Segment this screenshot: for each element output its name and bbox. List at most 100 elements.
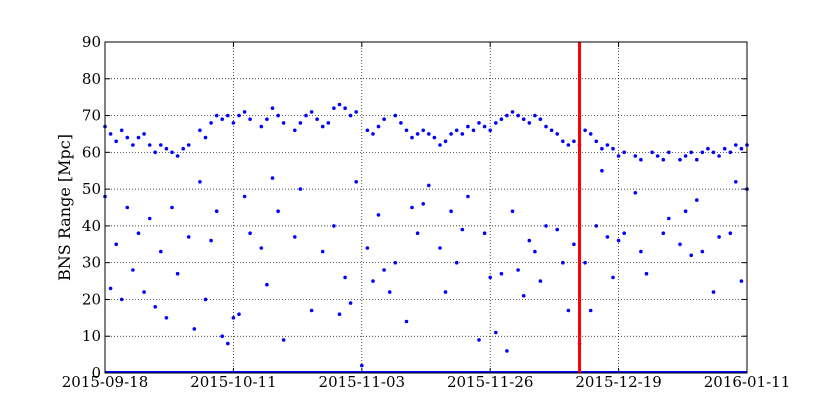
- data-point: [114, 139, 118, 144]
- data-point: [527, 238, 532, 243]
- data-point: [538, 117, 543, 121]
- data-point: [460, 227, 465, 232]
- data-point: [695, 198, 699, 202]
- data-point: [488, 275, 493, 280]
- y-tick-label: 90: [82, 33, 101, 51]
- data-point: [728, 231, 733, 235]
- data-point: [393, 260, 398, 265]
- data-point: [561, 139, 565, 144]
- data-point: [186, 143, 191, 147]
- data-point: [131, 268, 135, 272]
- data-point: [114, 242, 118, 247]
- data-point: [164, 316, 169, 320]
- data-point: [717, 235, 721, 239]
- data-point: [203, 135, 208, 140]
- data-point: [371, 132, 375, 136]
- data-point: [443, 290, 448, 294]
- grid: [104, 41, 748, 374]
- data-point: [326, 121, 331, 125]
- data-point: [600, 146, 604, 151]
- data-point: [583, 260, 587, 265]
- data-point: [622, 150, 626, 155]
- data-point: [108, 132, 113, 136]
- data-point: [594, 224, 599, 228]
- data-point: [175, 271, 180, 276]
- data-point: [466, 194, 470, 199]
- data-point: [376, 124, 381, 129]
- data-point: [360, 363, 364, 368]
- y-tick-label: 30: [82, 254, 101, 272]
- data-point: [265, 282, 269, 287]
- data-point: [248, 231, 252, 235]
- data-point: [678, 157, 682, 162]
- data-point: [259, 246, 264, 250]
- x-tick-label: 2015-09-18: [62, 373, 148, 391]
- data-point: [695, 157, 699, 162]
- data-point: [588, 132, 593, 136]
- data-point: [544, 124, 548, 129]
- data-point: [499, 117, 504, 121]
- data-point: [209, 121, 213, 125]
- data-point: [421, 202, 426, 206]
- y-tick-label: 50: [82, 180, 101, 198]
- data-point: [203, 297, 208, 302]
- data-point: [125, 135, 130, 140]
- data-point: [739, 146, 744, 151]
- data-point: [365, 246, 370, 250]
- data-point: [689, 253, 693, 258]
- data-point: [516, 113, 520, 118]
- data-point: [454, 128, 459, 133]
- data-point: [276, 209, 280, 213]
- data-point: [438, 143, 442, 147]
- data-point: [544, 224, 548, 228]
- data-point: [387, 290, 392, 294]
- data-point: [332, 224, 336, 228]
- y-tick-label: 0: [91, 364, 101, 382]
- data-point: [460, 132, 465, 136]
- data-point: [655, 154, 660, 158]
- data-point: [734, 143, 738, 147]
- data-point: [527, 121, 532, 125]
- data-point: [549, 128, 554, 133]
- data-point: [477, 338, 481, 342]
- data-point: [281, 121, 286, 125]
- data-point: [214, 113, 219, 118]
- data-point: [561, 260, 565, 265]
- data-point: [242, 194, 247, 199]
- data-point: [293, 128, 297, 133]
- data-point: [622, 231, 626, 235]
- data-point: [633, 191, 638, 195]
- data-point: [605, 235, 610, 239]
- y-tick-label: 80: [82, 70, 101, 88]
- data-point: [516, 268, 520, 272]
- data-point: [739, 279, 744, 283]
- data-point: [198, 180, 202, 184]
- data-point: [131, 143, 135, 147]
- data-point: [555, 227, 559, 232]
- y-tick-label: 40: [82, 217, 101, 235]
- data-point: [170, 150, 174, 155]
- data-point: [521, 294, 526, 298]
- data-point: [533, 249, 537, 254]
- data-point: [237, 312, 241, 317]
- data-point: [293, 235, 297, 239]
- data-point: [667, 216, 671, 221]
- data-point: [220, 334, 224, 339]
- data-point: [482, 124, 487, 129]
- data-point: [270, 106, 275, 110]
- data-point: [393, 113, 398, 118]
- data-point: [415, 132, 420, 136]
- data-point: [209, 238, 213, 243]
- data-point: [449, 209, 453, 213]
- data-point: [276, 113, 280, 118]
- data-point: [454, 260, 459, 265]
- data-point: [683, 209, 688, 213]
- data-point: [181, 146, 185, 151]
- plot-frame: [104, 41, 748, 374]
- data-point: [449, 132, 453, 136]
- y-tick-label: 60: [82, 143, 101, 161]
- data-point: [505, 113, 509, 118]
- data-point: [198, 128, 202, 133]
- data-point: [711, 290, 716, 294]
- x-tick-label: 2015-12-19: [575, 373, 661, 391]
